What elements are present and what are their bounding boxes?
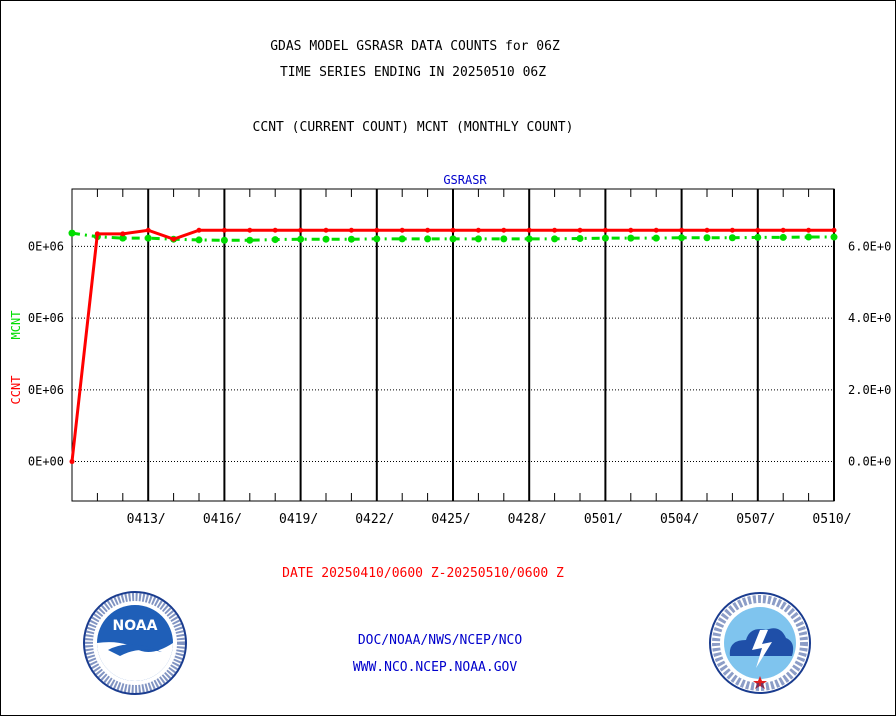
data-point-ccnt bbox=[247, 227, 253, 233]
x-tick-label: 0504/ bbox=[660, 512, 699, 527]
y-tick-label-right: 2.0E+0 bbox=[848, 383, 891, 397]
data-point-ccnt bbox=[94, 231, 100, 237]
date-range-label: DATE 20250410/0600 Z-20250510/0600 Z bbox=[282, 566, 564, 581]
data-point-ccnt bbox=[501, 227, 507, 233]
data-point-mcnt bbox=[322, 235, 330, 243]
data-point-mcnt bbox=[119, 234, 127, 242]
data-point-mcnt bbox=[805, 233, 813, 241]
data-point-ccnt bbox=[729, 227, 735, 233]
data-point-mcnt bbox=[779, 233, 787, 241]
data-point-ccnt bbox=[399, 227, 405, 233]
data-point-ccnt bbox=[348, 227, 354, 233]
data-point-ccnt bbox=[679, 227, 685, 233]
y-tick-label-left: 0E+06 bbox=[28, 311, 64, 325]
data-point-mcnt bbox=[551, 235, 559, 243]
data-point-mcnt bbox=[703, 234, 711, 242]
data-point-ccnt bbox=[526, 227, 532, 233]
data-point-mcnt bbox=[68, 229, 76, 237]
x-tick-label: 0510/ bbox=[812, 512, 851, 527]
data-point-ccnt bbox=[628, 227, 634, 233]
data-point-mcnt bbox=[754, 233, 762, 241]
chart-title-line1: GDAS MODEL GSRASR DATA COUNTS for 06Z bbox=[270, 39, 560, 54]
data-point-mcnt bbox=[347, 235, 355, 243]
data-point-ccnt bbox=[171, 236, 177, 242]
data-point-mcnt bbox=[297, 235, 305, 243]
noaa-logo-text: NOAA bbox=[113, 618, 158, 634]
y-axis-label-ccnt: CCNT bbox=[9, 376, 23, 405]
data-point-ccnt bbox=[475, 227, 481, 233]
x-tick-label: 0501/ bbox=[584, 512, 623, 527]
y-tick-label-left: 0E+06 bbox=[28, 383, 64, 397]
y-tick-label-left: 0E+06 bbox=[28, 239, 64, 253]
x-tick-label: 0428/ bbox=[508, 512, 547, 527]
data-point-ccnt bbox=[577, 227, 583, 233]
y-tick-label-right: 6.0E+0 bbox=[848, 239, 891, 253]
noaa-logo: NOAA bbox=[80, 590, 190, 696]
chart-subtitle: CCNT (CURRENT COUNT) MCNT (MONTHLY COUNT… bbox=[252, 120, 574, 135]
data-point-mcnt bbox=[678, 234, 686, 242]
data-point-ccnt bbox=[374, 227, 380, 233]
panel-title: GSRASR bbox=[443, 173, 487, 187]
data-point-mcnt bbox=[652, 234, 660, 242]
data-point-ccnt bbox=[196, 227, 202, 233]
y-tick-label-right: 0.0E+0 bbox=[848, 455, 891, 469]
data-point-ccnt bbox=[831, 227, 837, 233]
data-point-mcnt bbox=[601, 234, 609, 242]
x-tick-label: 0416/ bbox=[203, 512, 242, 527]
data-point-ccnt bbox=[69, 459, 75, 465]
data-point-mcnt bbox=[271, 236, 279, 244]
data-point-ccnt bbox=[298, 227, 304, 233]
data-point-mcnt bbox=[728, 234, 736, 242]
y-tick-label-right: 4.0E+0 bbox=[848, 311, 891, 325]
data-point-ccnt bbox=[704, 227, 710, 233]
x-tick-label: 0507/ bbox=[736, 512, 775, 527]
data-point-mcnt bbox=[525, 235, 533, 243]
data-point-mcnt bbox=[424, 235, 432, 243]
data-point-ccnt bbox=[806, 227, 812, 233]
data-point-mcnt bbox=[627, 234, 635, 242]
data-point-mcnt bbox=[500, 235, 508, 243]
x-tick-label: 0413/ bbox=[127, 512, 166, 527]
data-point-mcnt bbox=[144, 234, 152, 242]
data-point-ccnt bbox=[450, 227, 456, 233]
y-tick-label-left: 0E+00 bbox=[28, 455, 64, 469]
nws-logo-graphic bbox=[709, 592, 811, 694]
x-tick-label: 0422/ bbox=[355, 512, 394, 527]
data-point-ccnt bbox=[120, 231, 126, 237]
chart-title-line2: TIME SERIES ENDING IN 20250510 06Z bbox=[279, 65, 547, 80]
data-point-ccnt bbox=[755, 227, 761, 233]
data-point-ccnt bbox=[323, 227, 329, 233]
data-point-mcnt bbox=[195, 236, 203, 244]
data-point-mcnt bbox=[449, 235, 457, 243]
x-tick-label: 0419/ bbox=[279, 512, 318, 527]
data-point-mcnt bbox=[830, 233, 838, 241]
org-line: DOC/NOAA/NWS/NCEP/NCO bbox=[357, 633, 523, 648]
data-point-mcnt bbox=[576, 234, 584, 242]
data-point-ccnt bbox=[602, 227, 608, 233]
data-point-mcnt bbox=[398, 235, 406, 243]
noaa-logo-graphic: NOAA bbox=[83, 591, 187, 695]
website-link[interactable]: WWW.NCO.NCEP.NOAA.GOV bbox=[352, 660, 518, 675]
data-point-ccnt bbox=[780, 227, 786, 233]
data-point-ccnt bbox=[653, 227, 659, 233]
data-point-mcnt bbox=[220, 236, 228, 244]
x-tick-label: 0425/ bbox=[431, 512, 470, 527]
data-point-mcnt bbox=[373, 235, 381, 243]
y-axis-label-mcnt: MCNT bbox=[9, 311, 23, 340]
data-point-mcnt bbox=[474, 235, 482, 243]
data-point-ccnt bbox=[272, 227, 278, 233]
data-point-ccnt bbox=[552, 227, 558, 233]
data-point-ccnt bbox=[145, 227, 151, 233]
data-point-mcnt bbox=[246, 236, 254, 244]
nws-logo bbox=[708, 590, 812, 696]
data-point-ccnt bbox=[221, 227, 227, 233]
data-point-ccnt bbox=[425, 227, 431, 233]
